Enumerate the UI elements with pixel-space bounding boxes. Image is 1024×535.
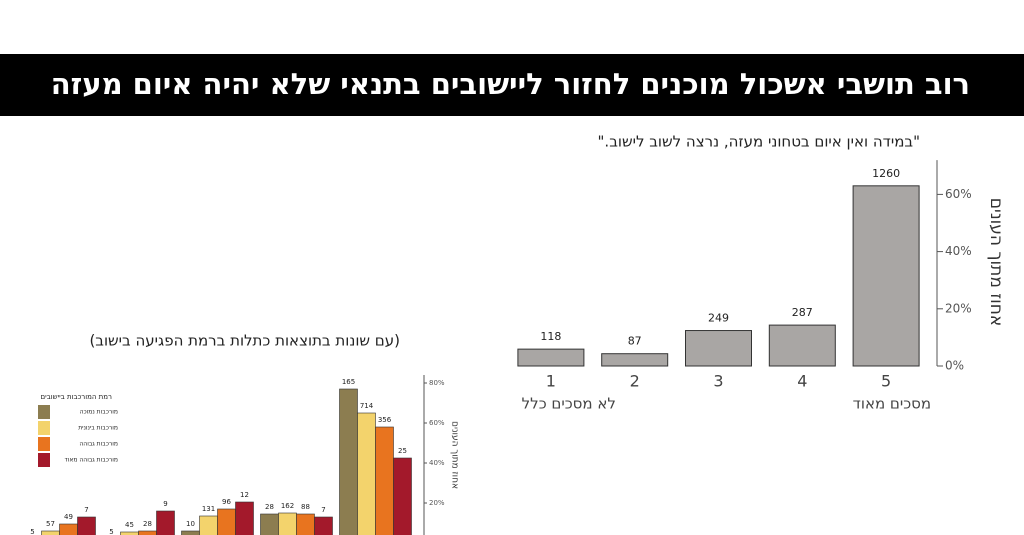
bar [517, 348, 585, 367]
bar-count-label: 131 [202, 505, 215, 513]
bar-count-label: 9 [163, 500, 167, 508]
x-tick-label: 5 [881, 372, 891, 391]
bar [601, 353, 669, 367]
bar-count-label: 57 [46, 520, 55, 528]
x-tick-label: 1 [546, 372, 556, 391]
legend-swatch [38, 421, 50, 435]
x-tick-label: 3 [713, 372, 723, 391]
bar-count-label: 5 [30, 528, 34, 535]
bar [120, 531, 139, 535]
bar [339, 388, 358, 535]
legend-label: מורכבות גבוהה [79, 441, 118, 448]
bar-count-label: 88 [301, 503, 310, 511]
chart-title: (עם שונות בתוצאות כתלות ברמת הפגיעה בישו… [89, 332, 400, 350]
bar [217, 508, 236, 535]
y-tick-label: 20% [429, 499, 445, 507]
bar-count-label: 118 [540, 330, 561, 343]
bar-count-label: 7 [84, 506, 88, 514]
y-tick-label: 40% [945, 244, 972, 258]
bar [235, 501, 254, 535]
legend-label: מורכבות גבוהה מאוד [64, 457, 118, 464]
bar-count-label: 96 [222, 498, 231, 506]
y-tick-label: 40% [429, 459, 445, 467]
bar [59, 523, 78, 535]
bar [77, 516, 96, 535]
title-banner [0, 54, 1024, 116]
bar [199, 515, 218, 535]
bar-count-label: 249 [708, 312, 729, 325]
bar [314, 516, 333, 535]
x-tick-label: 4 [797, 372, 807, 391]
bar-count-label: 714 [360, 402, 374, 410]
bar [41, 530, 60, 535]
bar-count-label: 25 [398, 447, 407, 455]
legend-swatch [38, 405, 50, 419]
bar [181, 530, 200, 535]
bar-count-label: 7 [321, 506, 325, 514]
bar-count-label: 12 [240, 491, 249, 499]
bar [375, 426, 394, 535]
bar-count-label: 162 [281, 502, 294, 510]
x-annotation: לא מסכים כלל [522, 395, 616, 413]
bar-count-label: 165 [342, 378, 355, 386]
y-tick-label: 60% [429, 419, 445, 427]
legend-swatch [38, 453, 50, 467]
bar-count-label: 45 [125, 521, 134, 529]
legend-label: מורכבות נמוכה [80, 409, 118, 416]
y-tick-label: 60% [945, 187, 972, 201]
bar-count-label: 28 [143, 520, 152, 528]
bar [278, 512, 297, 535]
bar [260, 513, 279, 535]
x-annotation: מסכים מאוד [853, 395, 931, 413]
bar-count-label: 287 [792, 306, 813, 319]
bar [685, 330, 752, 367]
y-tick-label: 0% [945, 359, 964, 373]
slide-title: רוב תושבי אשכול מוכנים לחזור ליישובים בת… [51, 67, 970, 101]
bar-count-label: 28 [265, 503, 274, 511]
bar-count-label: 87 [628, 335, 642, 348]
legend-swatch [38, 437, 50, 451]
bar-count-label: 49 [64, 513, 73, 521]
bar-count-label: 5 [109, 528, 113, 535]
legend-title: רמת המורכבות ביישובים [40, 393, 112, 401]
bar [393, 457, 412, 535]
bar [768, 324, 836, 367]
bar-count-label: 356 [378, 416, 392, 424]
bar [156, 510, 175, 535]
legend-label: מורכבות בינונית [78, 425, 118, 432]
bar-count-label: 10 [186, 520, 195, 528]
bar [296, 513, 315, 535]
bar [138, 530, 157, 535]
bar [852, 185, 920, 367]
chart-title: "במידה ואין איום בטחוני מעזה, נרצה לשוב … [598, 133, 920, 151]
y-tick-label: 20% [945, 301, 972, 315]
y-tick-label: 80% [429, 379, 445, 387]
y-axis-title: אחוז מתוך העונים [450, 421, 460, 489]
y-axis-title: אחוז מתוך העונים [986, 198, 1006, 327]
x-tick-label: 2 [630, 372, 640, 391]
bar-count-label: 1260 [872, 167, 900, 180]
bar [357, 412, 376, 535]
